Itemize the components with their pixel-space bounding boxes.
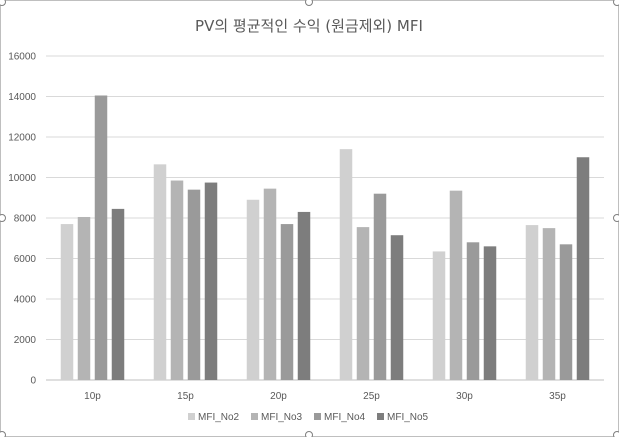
legend: MFI_No2 MFI_No3 MFI_No4 MFI_No5 bbox=[188, 412, 429, 423]
bar-MFI_No3-20p bbox=[263, 188, 277, 380]
bar-MFI_No2-30p bbox=[432, 251, 446, 380]
bar-MFI_No2-25p bbox=[339, 149, 353, 380]
resize-handle[interactable] bbox=[305, 431, 313, 437]
legend-swatch bbox=[377, 413, 384, 420]
bar-MFI_No3-15p bbox=[170, 180, 184, 380]
bar-MFI_No2-35p bbox=[525, 225, 539, 380]
y-tick-label: 16000 bbox=[8, 52, 36, 63]
x-tick-label: 20p bbox=[270, 391, 287, 402]
bar-MFI_No4-25p bbox=[373, 193, 387, 380]
bar-MFI_No4-15p bbox=[187, 189, 201, 380]
bar-MFI_No2-15p bbox=[153, 164, 167, 380]
y-tick-label: 6000 bbox=[14, 254, 37, 265]
bar-MFI_No3-25p bbox=[356, 227, 370, 380]
chart-title: PV의 평균적인 수익 (원금제외) MFI bbox=[195, 17, 423, 35]
bar-MFI_No5-10p bbox=[111, 208, 125, 380]
legend-item: MFI_No3 bbox=[251, 412, 303, 423]
y-tick-label: 2000 bbox=[14, 335, 37, 346]
legend-label: MFI_No3 bbox=[261, 412, 303, 423]
gridlines bbox=[46, 55, 604, 381]
bars bbox=[60, 95, 590, 381]
x-axis: 10p 15p 20p 25p 30p 35p bbox=[84, 391, 566, 402]
legend-swatch bbox=[251, 413, 258, 420]
y-tick-label: 4000 bbox=[14, 295, 37, 306]
legend-label: MFI_No5 bbox=[387, 412, 429, 423]
legend-item: MFI_No4 bbox=[314, 412, 366, 423]
bar-MFI_No4-20p bbox=[280, 224, 294, 380]
bar-MFI_No5-20p bbox=[297, 211, 311, 380]
bar-MFI_No5-35p bbox=[576, 157, 590, 380]
resize-handle[interactable] bbox=[0, 214, 6, 222]
x-tick-label: 15p bbox=[177, 391, 194, 402]
resize-handle[interactable] bbox=[0, 0, 6, 6]
x-tick-label: 25p bbox=[363, 391, 380, 402]
x-tick-label: 10p bbox=[84, 391, 101, 402]
bar-MFI_No5-25p bbox=[390, 235, 404, 380]
bar-MFI_No5-15p bbox=[204, 182, 218, 380]
y-tick-label: 12000 bbox=[8, 133, 36, 144]
bar-MFI_No3-10p bbox=[77, 216, 91, 380]
legend-item: MFI_No5 bbox=[377, 412, 429, 423]
y-axis: 0 2000 4000 6000 8000 10000 12000 14000 16000 bbox=[8, 52, 36, 387]
legend-label: MFI_No4 bbox=[324, 412, 366, 423]
y-tick-label: 14000 bbox=[8, 92, 36, 103]
legend-label: MFI_No2 bbox=[198, 412, 240, 423]
legend-swatch bbox=[188, 413, 195, 420]
legend-item: MFI_No2 bbox=[188, 412, 240, 423]
bar-MFI_No3-35p bbox=[542, 228, 556, 380]
resize-handle[interactable] bbox=[613, 0, 619, 6]
bar-MFI_No4-35p bbox=[559, 244, 573, 380]
y-tick-label: 0 bbox=[30, 376, 36, 387]
resize-handle[interactable] bbox=[305, 0, 313, 6]
x-tick-label: 30p bbox=[456, 391, 473, 402]
bar-MFI_No2-10p bbox=[60, 224, 74, 380]
y-tick-label: 8000 bbox=[14, 214, 37, 225]
legend-swatch bbox=[314, 413, 321, 420]
resize-handle[interactable] bbox=[613, 214, 619, 222]
resize-handle[interactable] bbox=[613, 431, 619, 437]
bar-MFI_No2-20p bbox=[246, 199, 260, 380]
bar-MFI_No5-30p bbox=[483, 246, 497, 380]
bar-MFI_No4-10p bbox=[94, 95, 108, 381]
bar-MFI_No4-30p bbox=[466, 242, 480, 380]
x-tick-label: 35p bbox=[549, 391, 566, 402]
y-tick-label: 10000 bbox=[8, 173, 36, 184]
resize-handle[interactable] bbox=[0, 431, 6, 437]
bar-MFI_No3-30p bbox=[449, 190, 463, 380]
